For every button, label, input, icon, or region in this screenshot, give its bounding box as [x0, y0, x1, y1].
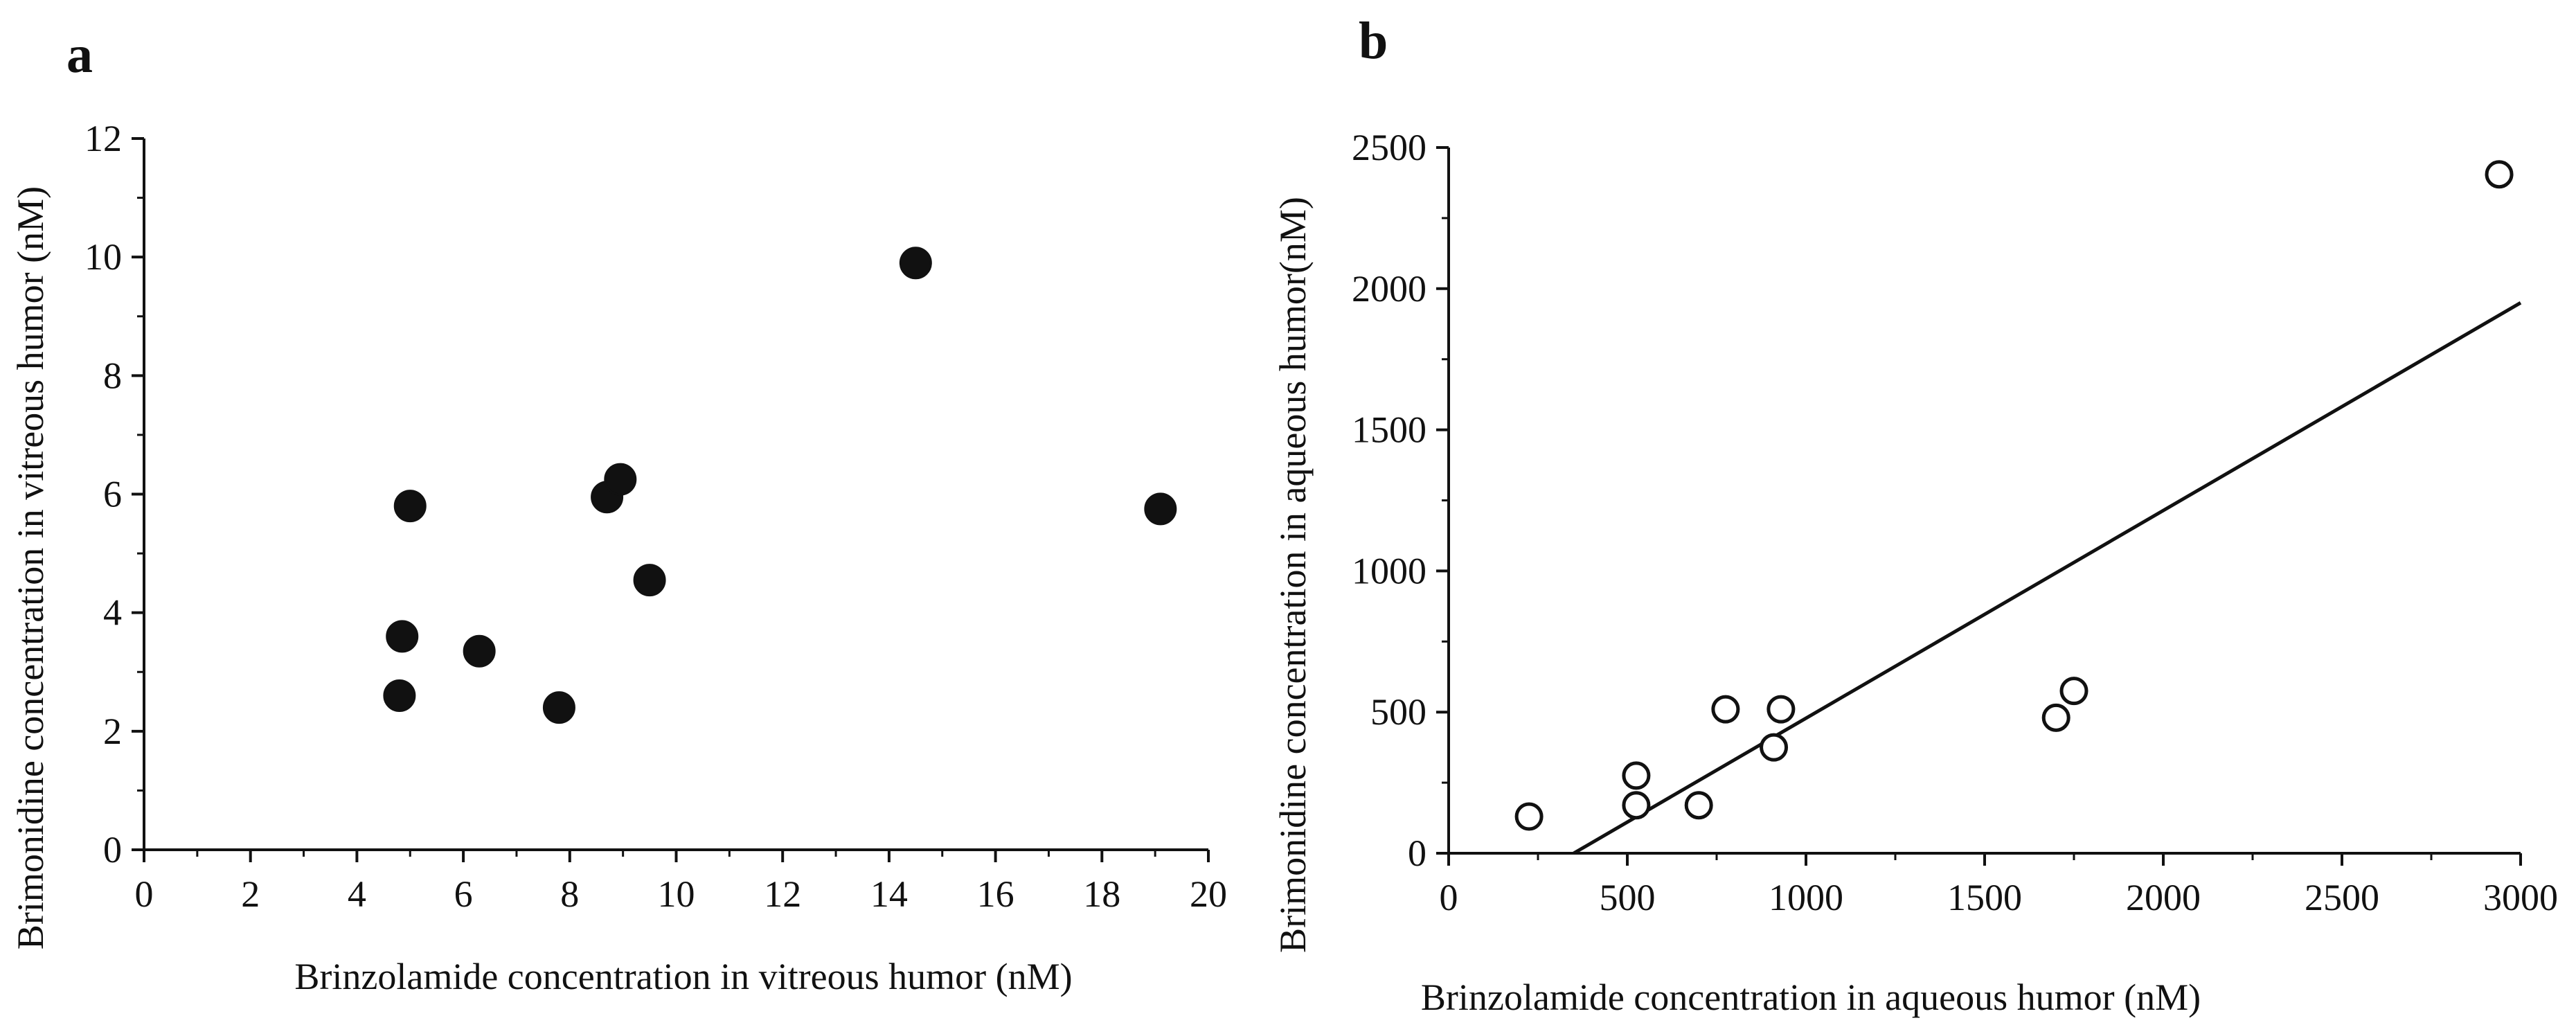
panel-a-x-tick-label: 4 [348, 873, 366, 915]
panel-b-data-point [1760, 733, 1789, 762]
panel-b-fit-line [1573, 301, 2522, 855]
panel-b-x-tick-label: 1500 [1947, 877, 2022, 918]
panel-b-y-tick-label: 1000 [1352, 550, 1426, 591]
panel-a-xlabel: Brinzolamide concentration in vitreous h… [294, 956, 1072, 997]
panel-b-data-point [1622, 761, 1651, 790]
panel-a-x-tick-label: 6 [454, 873, 473, 915]
panel-b-data-point [2485, 160, 2514, 189]
panel-a-ylabel: Brimonidine concentration in vitreous hu… [10, 186, 51, 950]
panel-b-y-tick-label: 2000 [1352, 268, 1426, 310]
panel-label-b: b [1359, 12, 1388, 70]
panel-a-data-point [899, 247, 932, 280]
panel-a-x-tick-label: 16 [977, 873, 1014, 915]
panel-b-x-tick-label: 2500 [2305, 877, 2379, 918]
panel-a-x-tick-label: 8 [560, 873, 579, 915]
panel-b-x-tick-label: 0 [1440, 877, 1458, 918]
panel-a-data-point [604, 463, 637, 496]
panel-b-x-tick-label: 1000 [1769, 877, 1843, 918]
panel-a-y-tick-label: 0 [103, 829, 122, 871]
panel-b-data-point [2059, 677, 2088, 706]
panel-b-data-point [1711, 695, 1740, 724]
panel-a-data-point [633, 564, 666, 597]
panel-b-x-tick-label: 2000 [2126, 877, 2201, 918]
panel-a-chart: Brimonidine concentration in vitreous hu… [10, 118, 1227, 997]
panel-a-x-tick-label: 0 [135, 873, 154, 915]
panel-b-x-tick-label: 3000 [2483, 877, 2558, 918]
panel-a-x-tick-label: 2 [241, 873, 260, 915]
panel-a-x-tick-label: 18 [1083, 873, 1120, 915]
panel-b-data-point [2041, 703, 2070, 732]
panel-a-x-tick-label: 20 [1190, 873, 1227, 915]
panel-label-a: a [66, 26, 93, 84]
panel-a-x-tick-label: 12 [764, 873, 801, 915]
panel-b-data-point [1684, 791, 1713, 820]
panel-b-y-tick-label: 2500 [1352, 127, 1426, 168]
panel-b-chart: Brimonidine concentration in aqueous hum… [1272, 127, 2558, 1018]
panel-b-data-point [1514, 802, 1544, 831]
panel-a-y-tick-label: 6 [103, 474, 122, 515]
panel-b-ylabel: Brimonidine concentration in aqueous hum… [1272, 197, 1314, 953]
panel-a-data-point [393, 490, 427, 523]
panel-a-data-point [1144, 492, 1177, 526]
panel-b-y-tick-label: 500 [1370, 691, 1426, 733]
panel-b-y-tick-label: 1500 [1352, 409, 1426, 451]
panel-b-y-tick-label: 0 [1408, 832, 1426, 874]
panel-b-x-tick-label: 500 [1600, 877, 1656, 918]
panel-a-y-tick-label: 2 [103, 711, 122, 752]
panel-a-y-tick-label: 8 [103, 355, 122, 396]
panel-b-xlabel: Brinzolamide concentration in aqueous hu… [1421, 977, 2201, 1018]
panel-b-data-point [1622, 791, 1651, 820]
panel-a-data-point [463, 634, 496, 668]
panel-a-x-tick-label: 10 [658, 873, 695, 915]
panel-a-data-point [386, 620, 419, 653]
panel-b-data-point [1766, 695, 1796, 724]
panel-a-data-point [383, 679, 416, 712]
panel-a-y-tick-label: 12 [84, 118, 122, 159]
panel-a-y-tick-label: 10 [84, 236, 122, 278]
panel-a-y-tick-label: 4 [103, 592, 122, 634]
panel-a-data-point [542, 691, 575, 724]
panel-a-x-tick-label: 14 [870, 873, 908, 915]
